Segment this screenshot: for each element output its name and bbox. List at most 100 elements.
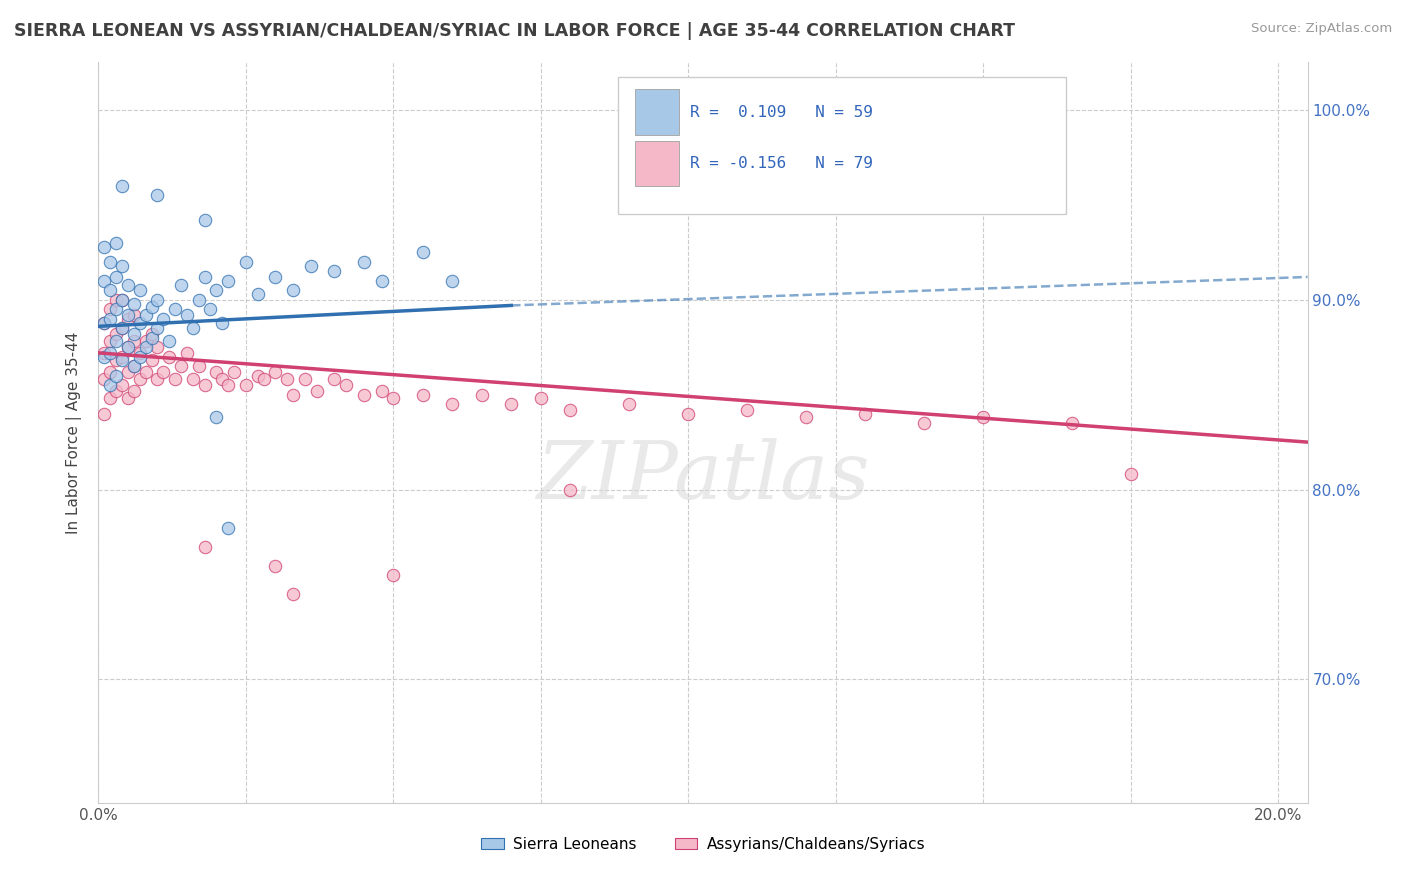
Point	[181, 321, 204, 335]
Point	[105, 326, 128, 341]
Point	[93, 372, 115, 386]
Legend: Sierra Leoneans, Assyrians/Chaldeans/Syriacs: Sierra Leoneans, Assyrians/Chaldeans/Syr…	[475, 830, 931, 858]
Point	[135, 334, 157, 349]
Point	[111, 378, 134, 392]
Point	[122, 296, 145, 310]
Point	[93, 316, 115, 330]
Point	[412, 245, 434, 260]
Point	[1119, 467, 1142, 482]
Point	[323, 372, 346, 386]
FancyBboxPatch shape	[636, 141, 679, 186]
Point	[678, 407, 700, 421]
Point	[170, 359, 193, 374]
Point	[117, 340, 139, 354]
Point	[98, 365, 121, 379]
Point	[252, 372, 274, 386]
Point	[105, 269, 128, 284]
Point	[117, 277, 139, 292]
Text: SIERRA LEONEAN VS ASSYRIAN/CHALDEAN/SYRIAC IN LABOR FORCE | AGE 35-44 CORRELATIO: SIERRA LEONEAN VS ASSYRIAN/CHALDEAN/SYRI…	[14, 22, 1015, 40]
Point	[246, 287, 269, 301]
Point	[912, 416, 935, 430]
Point	[146, 372, 169, 386]
Point	[98, 346, 121, 360]
Point	[353, 254, 375, 268]
Point	[972, 410, 994, 425]
Point	[117, 392, 139, 406]
Point	[117, 311, 139, 326]
Point	[157, 350, 180, 364]
Point	[353, 387, 375, 401]
Point	[205, 365, 228, 379]
Point	[105, 293, 128, 307]
Point	[217, 274, 239, 288]
Point	[560, 402, 582, 417]
Point	[105, 353, 128, 368]
Point	[560, 483, 582, 497]
Text: Source: ZipAtlas.com: Source: ZipAtlas.com	[1251, 22, 1392, 36]
Point	[105, 384, 128, 398]
Point	[165, 372, 187, 386]
Point	[93, 274, 115, 288]
Point	[211, 316, 233, 330]
Point	[157, 334, 180, 349]
Point	[105, 235, 128, 250]
Point	[335, 378, 357, 392]
Y-axis label: In Labor Force | Age 35-44: In Labor Force | Age 35-44	[66, 332, 83, 533]
Point	[619, 397, 641, 411]
Point	[281, 387, 304, 401]
Point	[93, 316, 115, 330]
Point	[93, 239, 115, 253]
Point	[117, 340, 139, 354]
Point	[299, 259, 322, 273]
Point	[146, 321, 169, 335]
Point	[105, 368, 128, 383]
Point	[98, 283, 121, 297]
Point	[111, 259, 134, 273]
Point	[128, 316, 150, 330]
Point	[305, 384, 328, 398]
Point	[441, 274, 464, 288]
Point	[217, 378, 239, 392]
Point	[117, 308, 139, 322]
Point	[141, 331, 163, 345]
Point	[141, 353, 163, 368]
Point	[382, 392, 405, 406]
Point	[122, 326, 145, 341]
Text: ZIPatlas: ZIPatlas	[536, 438, 870, 516]
Text: R = -0.156   N = 79: R = -0.156 N = 79	[690, 156, 873, 171]
Point	[98, 311, 121, 326]
Point	[471, 387, 494, 401]
Point	[122, 334, 145, 349]
Point	[93, 350, 115, 364]
Point	[122, 359, 145, 374]
Point	[222, 365, 245, 379]
Point	[146, 293, 169, 307]
Point	[135, 340, 157, 354]
Point	[111, 321, 134, 335]
Point	[98, 392, 121, 406]
Point	[382, 568, 405, 582]
Point	[128, 372, 150, 386]
Point	[205, 283, 228, 297]
Point	[128, 350, 150, 364]
Point	[264, 558, 287, 573]
Point	[412, 387, 434, 401]
Text: R =  0.109   N = 59: R = 0.109 N = 59	[690, 104, 873, 120]
FancyBboxPatch shape	[619, 78, 1066, 214]
Point	[176, 308, 198, 322]
Point	[122, 308, 145, 322]
Point	[111, 321, 134, 335]
Point	[165, 302, 187, 317]
Point	[276, 372, 298, 386]
Point	[111, 350, 134, 364]
Point	[794, 410, 817, 425]
Point	[501, 397, 523, 411]
Point	[128, 346, 150, 360]
Point	[187, 293, 209, 307]
Point	[98, 254, 121, 268]
Point	[1060, 416, 1083, 430]
Point	[117, 365, 139, 379]
Point	[135, 365, 157, 379]
Point	[264, 365, 287, 379]
Point	[98, 302, 121, 317]
